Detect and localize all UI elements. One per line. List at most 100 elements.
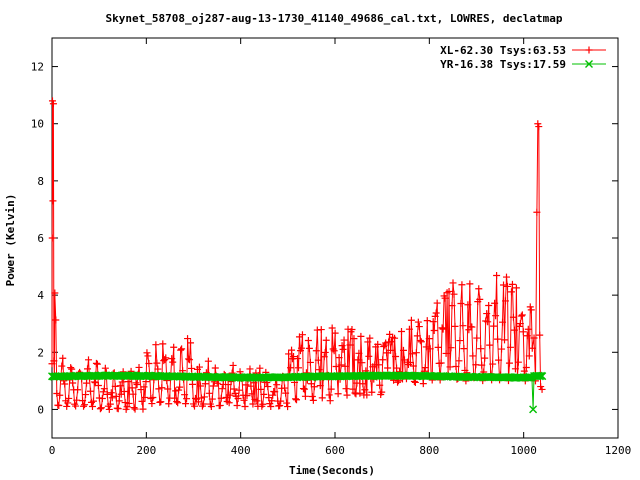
plus-marker [450,290,458,298]
plus-marker [298,331,306,339]
plus-marker [114,405,122,413]
plus-marker [382,339,390,347]
plus-marker [84,365,92,373]
plus-marker [248,390,256,398]
plus-marker [186,356,194,364]
plus-marker [357,332,365,340]
plus-marker [141,393,149,401]
plus-marker [368,388,376,396]
plus-marker [191,394,199,402]
plus-marker [447,344,455,352]
plus-marker [431,312,439,320]
chart-title: Skynet_58708_oj287-aug-13-1730_41140_496… [106,12,563,25]
plus-marker [419,380,427,388]
x-marker [538,372,547,381]
plus-marker [538,385,546,393]
plus-marker [376,381,384,389]
plus-marker [189,380,197,388]
plus-marker [285,350,293,358]
plus-marker [485,302,493,310]
plus-marker [93,360,101,368]
plus-marker [343,391,351,399]
x-tick-label: 1200 [605,444,632,457]
plus-marker [321,348,329,356]
plus-marker [81,401,89,409]
plus-marker [460,345,468,353]
plus-marker [346,341,354,349]
plus-marker [445,287,453,295]
plus-marker [63,402,71,410]
plus-marker [80,402,88,410]
plus-marker [169,358,177,366]
plus-marker [103,390,111,398]
plus-marker [411,378,419,386]
plus-marker [207,402,215,410]
plus-marker [50,357,58,365]
plus-marker [492,312,500,320]
plus-marker [64,399,72,407]
plus-marker [530,334,538,342]
plus-marker [217,394,225,402]
plus-marker [406,358,414,366]
plus-marker [116,382,124,390]
plus-marker [310,383,318,391]
plus-marker [135,363,143,371]
plus-marker [131,405,139,413]
plus-marker [246,365,254,373]
plus-marker [174,399,182,407]
plus-marker [409,362,417,370]
plus-marker [152,341,160,349]
plus-marker [412,349,420,357]
plus-marker [315,366,323,374]
plus-marker [73,396,81,404]
plus-marker [518,311,526,319]
x-tick-label: 800 [419,444,439,457]
plus-marker [140,383,148,391]
plus-marker [149,394,157,402]
plus-marker [437,359,445,367]
plus-marker [535,123,543,131]
plus-marker [502,297,510,305]
plus-marker [188,364,196,372]
plus-marker [98,394,106,402]
plus-marker [408,350,416,358]
plus-marker [288,346,296,354]
plus-marker [423,317,431,325]
plus-marker [314,356,322,364]
plus-marker [434,343,442,351]
plus-marker [448,302,456,310]
plus-marker [500,281,508,289]
plus-marker [322,336,330,344]
plus-marker [273,381,281,389]
plus-marker [459,322,467,330]
plus-marker [216,401,224,409]
x-axis-label: Time(Seconds) [289,464,375,477]
plus-marker [527,306,535,314]
plus-marker [179,367,187,375]
plus-marker [473,334,481,342]
plus-marker [112,392,120,400]
plus-marker [326,397,334,405]
plus-marker [196,382,204,390]
plus-marker [392,353,400,361]
plus-marker [170,343,178,351]
plus-marker [417,338,425,346]
legend-label: XL-62.30 Tsys:63.53 [440,44,566,57]
plus-marker [391,334,399,342]
plus-marker [187,339,195,347]
plus-marker [128,384,136,392]
plus-marker [426,345,434,353]
plus-marker [490,322,498,330]
plus-marker [130,404,138,412]
plus-marker [386,330,394,338]
plus-marker [201,380,209,388]
plus-marker [168,355,176,363]
plus-marker [457,299,465,307]
plus-marker [154,365,162,373]
plus-marker [394,378,402,386]
x-marker [529,405,538,414]
plus-marker [507,288,515,296]
plus-marker [164,385,172,393]
plus-marker [61,380,69,388]
x-marker [585,60,593,68]
